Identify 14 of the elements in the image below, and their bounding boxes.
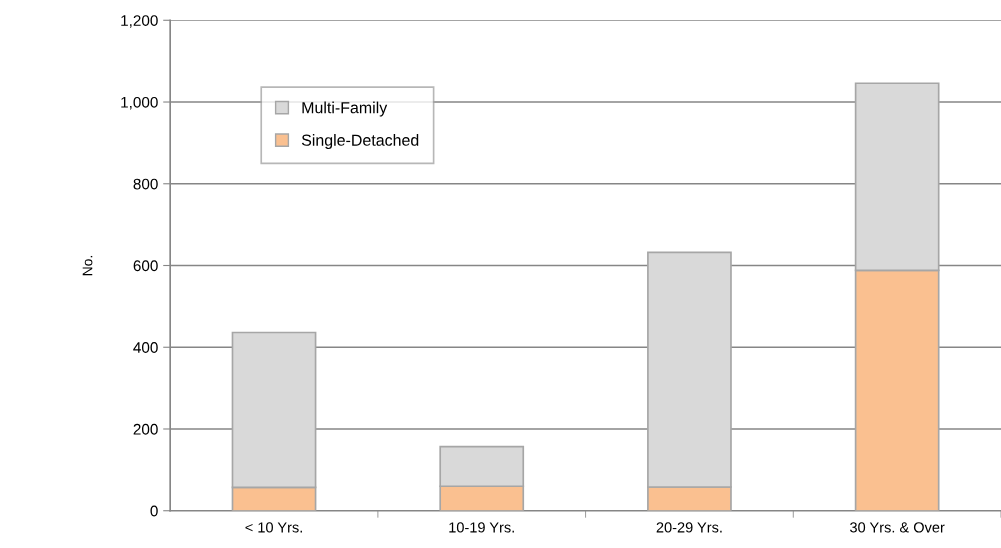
y-axis-title: No. [82, 255, 93, 276]
y-tick-label: 800 [133, 178, 158, 190]
y-tick-label: 1,000 [121, 96, 158, 110]
y-tick-label: 200 [133, 423, 158, 435]
x-tick-label: 20-29 Yrs. [656, 522, 722, 533]
y-tick-label: 0 [150, 505, 158, 517]
x-tick-label: 10-19 Yrs. [449, 522, 514, 533]
legend-label: Single-Detached [301, 134, 419, 150]
y-tick-label: 400 [133, 342, 158, 353]
legend-label: Multi-Family [302, 101, 388, 117]
y-tick-label: 600 [133, 260, 158, 272]
y-tick-label: 1,200 [121, 15, 158, 28]
x-tick-label: 30 Yrs. & Over [850, 522, 945, 533]
x-tick-label: < 10 Yrs. [245, 522, 302, 533]
